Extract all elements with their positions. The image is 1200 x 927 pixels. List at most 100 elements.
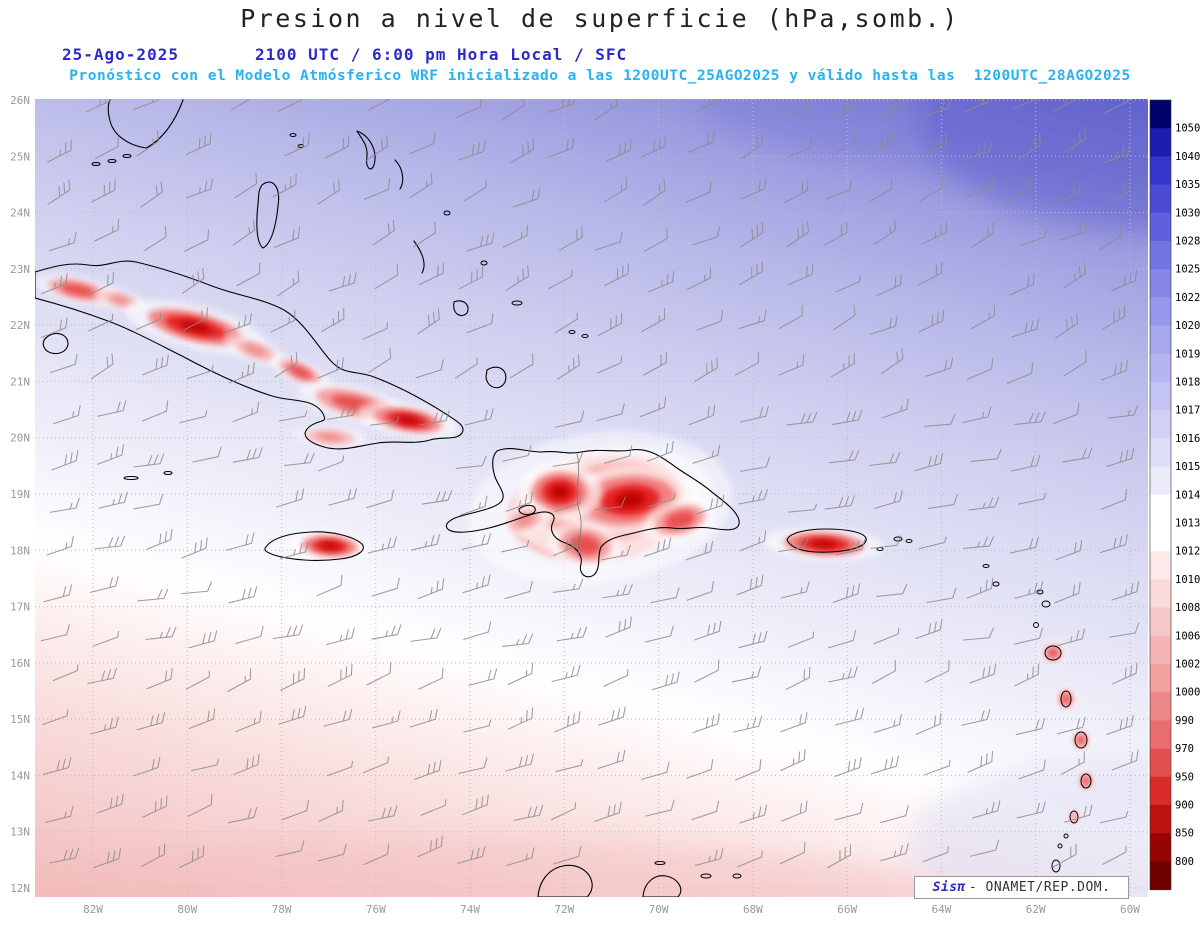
wind-barb [41, 273, 68, 295]
colorbar-label: 1030 [1175, 207, 1200, 219]
colorbar-segment [1150, 410, 1171, 439]
colorbar-segment [1150, 128, 1171, 157]
colorbar-segment [1150, 579, 1171, 609]
islet [107, 159, 117, 163]
wind-barb [94, 219, 120, 242]
wind-barb [459, 495, 488, 516]
wind-barb [136, 712, 166, 731]
wind-barb [1008, 176, 1032, 202]
wind-barb [596, 403, 625, 422]
coastline-cuba [35, 260, 464, 450]
wind-barb [604, 445, 633, 464]
wind-barb [463, 621, 492, 641]
lat-label: 18N [10, 544, 30, 557]
wind-barb [873, 627, 900, 645]
wind-barb [371, 710, 401, 729]
coastline-eleuthera [356, 130, 376, 170]
wind-barb [966, 177, 995, 197]
wind-barb [961, 709, 991, 726]
wind-barb [142, 795, 168, 818]
lat-label: 14N [10, 769, 30, 782]
lon-label: 68W [743, 903, 763, 916]
wind-barb [1057, 716, 1086, 735]
wind-barb [456, 99, 482, 118]
islet [992, 581, 1000, 587]
wind-barb [554, 711, 581, 733]
wind-barb [966, 358, 994, 380]
wind-barb [552, 452, 583, 467]
colorbar-label: 1040 [1175, 151, 1200, 163]
wind-barb [133, 99, 161, 111]
wind-barb [917, 262, 943, 286]
wind-barb [188, 708, 216, 730]
wind-barb [1102, 845, 1127, 865]
wind-barb [502, 633, 534, 647]
colorbar-segment [1150, 212, 1171, 242]
wind-barb [924, 659, 950, 683]
wind-barb [1100, 360, 1128, 381]
wind-barb [596, 356, 623, 374]
high-pressure-band [700, 99, 1148, 170]
wind-barb [876, 583, 908, 597]
islet [511, 300, 523, 306]
wind-barb [372, 219, 395, 246]
islet [91, 162, 101, 166]
wind-barb [98, 491, 128, 509]
wind-barb [181, 267, 205, 294]
wind-barb [876, 99, 902, 120]
colorbar-label: 1012 [1175, 546, 1200, 558]
wind-barb [647, 440, 674, 462]
wind-barb [732, 715, 763, 733]
wind-barb [87, 668, 117, 685]
lat-label: 17N [10, 601, 30, 614]
colorbar-label: 1014 [1175, 489, 1200, 501]
wind-barb [227, 807, 258, 824]
wind-barb [604, 263, 629, 287]
wind-barb [93, 848, 122, 868]
wind-barb [1102, 143, 1131, 164]
wind-barb [832, 409, 863, 425]
wind-barb [276, 488, 305, 508]
wind-barb [970, 448, 1002, 462]
wind-barb [228, 362, 255, 384]
wind-barb [44, 805, 74, 824]
wind-barb [784, 179, 809, 204]
colorbar-frame [1149, 99, 1172, 890]
wind-barb [326, 627, 355, 646]
colorbar-segment [1150, 805, 1171, 834]
wind-barb [462, 574, 491, 594]
lon-label: 64W [931, 903, 951, 916]
wind-barb [1059, 221, 1088, 241]
wind-barb [1052, 843, 1077, 868]
wind-barb [643, 179, 666, 206]
wind-barb [780, 748, 806, 772]
wind-barb [914, 453, 944, 472]
wind-barb [870, 130, 894, 156]
wind-barb [554, 492, 582, 513]
wind-barb [1009, 273, 1035, 296]
wind-barb [1111, 581, 1140, 601]
wind-barb [786, 411, 818, 426]
wind-barb [641, 761, 670, 780]
wind-barb [927, 494, 958, 510]
wind-barb [456, 846, 486, 864]
wind-barb [554, 312, 578, 334]
colorbar-label: 1013 [1175, 518, 1200, 530]
colorbar-segment [1150, 269, 1171, 298]
wind-barb [185, 132, 212, 155]
wind-barb [505, 753, 534, 772]
wind-barb [780, 712, 808, 733]
wind-barb [1006, 362, 1034, 384]
wind-barb [230, 99, 255, 111]
wind-barb [47, 179, 71, 205]
wind-barb [466, 232, 495, 252]
wind-barb [228, 586, 258, 604]
wind-barb [604, 177, 628, 203]
coastline-florida-tip [107, 99, 184, 149]
wind-barb [455, 357, 478, 379]
lat-label: 23N [10, 263, 30, 276]
wind-barb [188, 630, 218, 649]
wind-barb [691, 800, 719, 821]
wind-barb [1054, 582, 1081, 604]
wind-barb [143, 226, 167, 252]
